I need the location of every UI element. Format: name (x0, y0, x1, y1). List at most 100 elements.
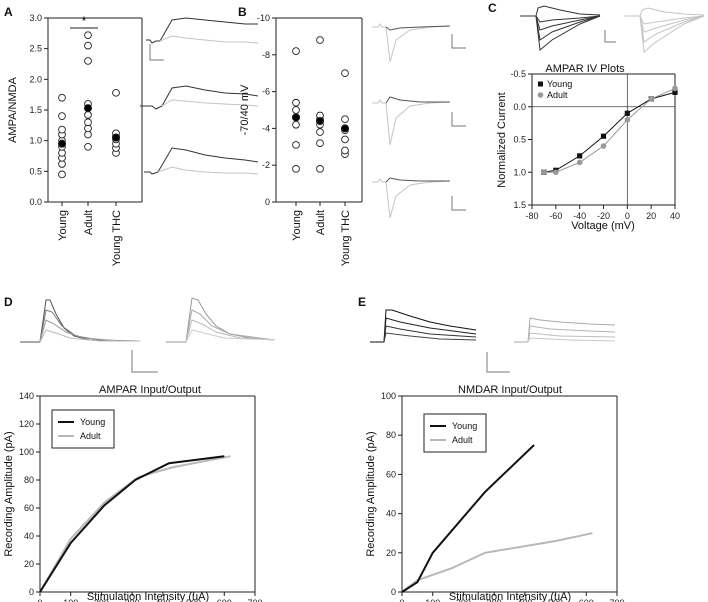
trace-e-adult-2 (527, 325, 616, 343)
panel-b-plot: 0 -2 -4 -6 -8 -10 Young Adult Young THC -70/40 … (239, 13, 363, 266)
panel-d-xtick-label: 500 (186, 598, 201, 602)
panel-b-data-point (316, 128, 324, 136)
panel-a-data-point (84, 111, 92, 119)
panel-a-data-point (58, 170, 66, 179)
panel-b-ytick-label: -10 (257, 13, 270, 23)
panel-a-y-label: AMPA/NMDA (7, 76, 19, 142)
panel-a-data-point (84, 41, 92, 50)
panel-d-ytick-label: 80 (24, 475, 34, 485)
panel-d-adult-line (39, 455, 231, 593)
trace-a2-light (161, 99, 259, 107)
panel-label-a: A (4, 5, 13, 19)
trace-d-adult-2 (185, 309, 276, 343)
trace-e-young-4 (383, 332, 477, 343)
panel-b-data-point (292, 120, 300, 129)
trace-d-adult-4 (185, 329, 276, 343)
trace-c-young-1 (520, 5, 601, 17)
panel-c-young-point (672, 89, 678, 95)
scalebar-e (486, 352, 510, 373)
trace-e-young-3 (383, 325, 477, 343)
panel-d-title: AMPAR Input/Output (99, 384, 201, 396)
panel-c-xtick-label: -20 (597, 211, 610, 221)
panel-c-legend-adult: Adult (547, 90, 568, 100)
panel-d-ytick-label: 40 (24, 531, 34, 541)
panel-b-data-point (292, 165, 300, 173)
panel-c-ytick-label: 1.5 (513, 200, 526, 210)
panel-a-category-label: Young (57, 210, 69, 241)
panel-d-x-label: Stimulation Intensity (uA) (87, 591, 209, 602)
panel-c-xtick-label: 40 (670, 211, 680, 221)
panel-e-traces (370, 309, 616, 373)
trace-d-adult-3 (185, 319, 276, 343)
panel-b-ytick-label: -4 (262, 123, 270, 133)
trace-c-young-3 (535, 15, 601, 31)
panel-e-xtick-label: 0 (399, 598, 404, 602)
scalebar-a1 (149, 44, 164, 61)
trace-a1-dark (146, 17, 258, 44)
panel-b-data-point (316, 165, 324, 173)
panel-c-xtick-label: 0 (625, 211, 630, 221)
panel-label-d: D (4, 295, 13, 309)
panel-c-legend-young-marker (538, 81, 543, 87)
panel-c-young-line (543, 91, 676, 173)
panel-e-xtick-label: 100 (425, 598, 440, 602)
panel-a-data-point (58, 125, 66, 134)
significance-star: * (82, 14, 87, 28)
panel-a-traces (140, 17, 259, 175)
panel-e-ytick-label: 0 (391, 587, 396, 597)
panel-e-ytick-label: 60 (386, 469, 396, 479)
panel-c-legend-young: Young (547, 79, 572, 89)
trace-e-young-2 (383, 317, 477, 343)
panel-d-ytick-label: 60 (24, 503, 34, 513)
panel-a-ytick-label: 1.5 (29, 105, 42, 115)
panel-c-legend-box (535, 77, 577, 103)
trace-c-young-2 (535, 15, 601, 23)
trace-d-young-3 (39, 319, 140, 343)
panel-d-xtick-label: 400 (155, 598, 170, 602)
trace-c-adult-1 (624, 7, 705, 17)
panel-e-legend-box (423, 413, 487, 453)
panel-b-ytick-label: -6 (262, 87, 270, 97)
scalebar-b2 (451, 112, 466, 127)
panel-b-data-point (292, 98, 300, 107)
trace-c-adult-4 (639, 15, 705, 43)
panel-c-ytick-label: 1.0 (513, 167, 526, 177)
panel-b-data-point (341, 146, 349, 155)
panel-a-ytick-label: 0.0 (29, 197, 42, 207)
panel-d-ytick-label: 140 (19, 391, 34, 401)
panel-c-xtick-label: 20 (646, 211, 656, 221)
panel-d-legend-box (51, 409, 115, 449)
panel-c-plot: AMPAR IV Plots -0.5 0.0 0.5 1.0 1.5 -80 -60 -4… (496, 63, 680, 232)
panel-e-xtick-label: 700 (609, 598, 624, 602)
panel-d-traces (20, 297, 276, 373)
panel-b-mean-point (291, 113, 301, 122)
panel-e-xtick-label: 400 (517, 598, 532, 602)
panel-c-y-label: Normalized Current (496, 92, 508, 187)
trace-b3-dark (385, 177, 450, 183)
panel-c-ytick-label: 0.0 (513, 102, 526, 112)
panel-b-data-point (316, 36, 324, 44)
panel-a-plot: 0.0 0.5 1.0 1.5 2.0 2.5 3.0 Young Adult Young TH… (7, 13, 143, 266)
trace-a2-dark (140, 85, 259, 110)
panel-b-ytick-label: -8 (262, 50, 270, 60)
panel-c-adult-point (600, 143, 607, 149)
panel-e-legend-adult: Adult (452, 435, 473, 445)
panel-d-xtick-label: 300 (125, 598, 140, 602)
panel-b-category-label: Young THC (340, 210, 352, 266)
panel-a-category-label: Young THC (111, 210, 123, 266)
panel-d-xtick-label: 100 (63, 598, 78, 602)
panel-b-category-label: Adult (315, 210, 327, 235)
panel-a-ytick-label: 1.0 (29, 136, 42, 146)
panel-d-ytick-label: 120 (19, 419, 34, 429)
panel-e-ytick-label: 100 (381, 391, 396, 401)
panel-b-mean-point (315, 116, 325, 126)
panel-d-ytick-label: 100 (19, 447, 34, 457)
panel-d-plot: AMPAR Input/Output 0 20 40 60 80 100 120 140 0 1… (3, 384, 263, 602)
panel-e-ytick-label: 20 (386, 548, 396, 558)
scalebar-d (131, 350, 158, 373)
panel-b-y-label: -70/40 mV (239, 84, 251, 135)
panel-b-data-point (292, 47, 300, 55)
trace-d-young-4 (39, 329, 140, 343)
panel-c-adult-point (672, 85, 678, 92)
